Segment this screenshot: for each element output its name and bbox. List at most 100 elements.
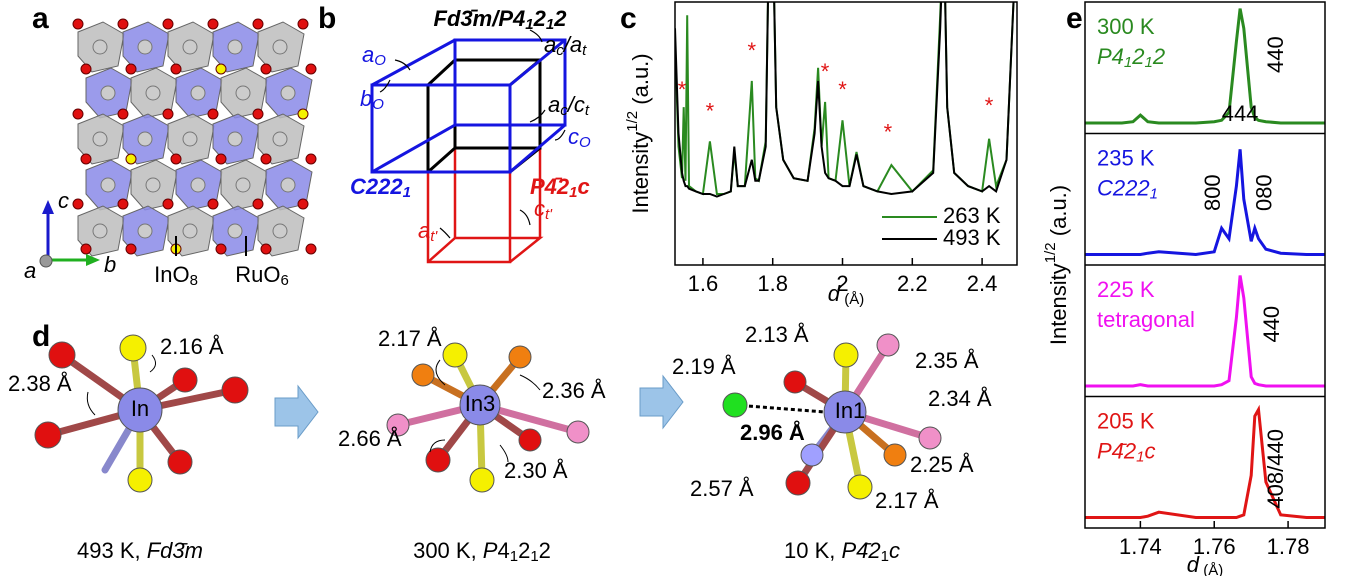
peak-marker: * [884, 119, 893, 144]
oxygen [252, 18, 264, 30]
x-axis-label: d (Å) [1187, 552, 1223, 576]
text-part: Intensity [628, 132, 653, 214]
text-part: 1/2 [1042, 242, 1059, 263]
text-part: 1 [1124, 54, 1132, 71]
atom [272, 223, 288, 239]
text-part: 1 [1145, 54, 1153, 71]
x-tick-label: 2.2 [897, 271, 928, 296]
atom [145, 177, 161, 193]
oxygen [297, 108, 309, 120]
atom [100, 177, 116, 193]
series-name: 225 K [1097, 277, 1155, 302]
y-axis-label: Intensity1/2 (a.u.) [624, 53, 653, 213]
oxygen [297, 18, 309, 30]
atom [227, 223, 243, 239]
text-part: C222 [1097, 175, 1150, 200]
bond-label: 2.30 Å [504, 458, 568, 483]
poly-label: InO8 [154, 262, 198, 289]
oxygen [72, 198, 84, 210]
series-phase: P4̄21c [1097, 438, 1156, 465]
y-axis-label: Intensity1/2 (a.u.) [1042, 185, 1071, 345]
bond-label: 2.16 Å [160, 334, 224, 359]
x-tick-label: 1.78 [1267, 534, 1310, 559]
text-part: tetragonal [1097, 307, 1195, 332]
cell-label: C2221 [350, 174, 411, 201]
text-part: 1/2 [624, 111, 641, 132]
oxygen [305, 153, 317, 165]
atom [190, 85, 206, 101]
arrowhead [42, 200, 54, 214]
oxygen [215, 63, 227, 75]
panel-label: e [1066, 2, 1083, 35]
orthorhombic-cell [370, 38, 567, 174]
atom [227, 131, 243, 147]
cell-label: aO [362, 42, 386, 69]
peak-marker: * [838, 77, 847, 102]
oxygen [117, 18, 129, 30]
series-phase: tetragonal [1097, 307, 1195, 332]
oxygen [305, 243, 317, 255]
x-tick-label: 1.76 [1193, 534, 1236, 559]
arrow [274, 384, 319, 440]
atom [182, 39, 198, 55]
series-line [1085, 149, 1325, 257]
series-line [675, 2, 1015, 198]
peak-label: 800 [1200, 174, 1225, 211]
text-part: (Å) [840, 291, 864, 308]
atom [190, 177, 206, 193]
bond-label: 2.25 Å [910, 452, 974, 477]
atom [272, 131, 288, 147]
structure-2 [386, 342, 590, 493]
peak-marker: * [678, 77, 687, 102]
oxygen [207, 18, 219, 30]
text-part: 2 [1131, 44, 1144, 69]
peak-marker: * [706, 98, 715, 123]
oxygen [72, 108, 84, 120]
bond-label: 2.35 Å [915, 348, 979, 373]
axis-label: a [24, 258, 36, 283]
text-part: (a.u.) [1046, 185, 1071, 242]
cell-label: ac/ct [548, 92, 590, 119]
caption: 10 K, P4̄21c [784, 538, 900, 565]
caption: 300 K, P41212 [413, 538, 551, 565]
cell-label: P4̄21c [530, 174, 590, 201]
text-part: Intensity [1046, 263, 1071, 345]
atom [280, 177, 296, 193]
series-line [1085, 275, 1325, 388]
oxygen [170, 153, 182, 165]
series-phase: P41212 [1097, 44, 1165, 71]
text-part: 1 [1136, 448, 1144, 465]
oxygen [162, 198, 174, 210]
oxygen [162, 108, 174, 120]
caption: 493 K, Fd3̄m [77, 538, 203, 563]
oxygen [80, 153, 92, 165]
peak-label: 440 [1263, 36, 1288, 73]
text-part: P4 [1097, 44, 1124, 69]
oxygen [260, 153, 272, 165]
text-part: d [828, 281, 841, 306]
atom [100, 85, 116, 101]
oxygen [125, 63, 137, 75]
axis-origin [39, 254, 53, 268]
atom [182, 223, 198, 239]
atom [227, 39, 243, 55]
structure-3 [722, 333, 942, 500]
axis-label: c [58, 188, 69, 213]
atom [92, 223, 108, 239]
x-axis-label: d (Å) [828, 281, 864, 308]
bond-label: 2.66 Å [338, 426, 402, 451]
atom-label: In [131, 396, 149, 421]
x-tick-label: 1.6 [688, 271, 719, 296]
x-tick-label: 1.8 [757, 271, 788, 296]
oxygen [72, 18, 84, 30]
oxygen [80, 243, 92, 255]
arrow [639, 374, 684, 430]
atom [137, 39, 153, 55]
oxygen [125, 243, 137, 255]
bond-label: 2.13 Å [745, 322, 809, 347]
panel-label: d [32, 320, 50, 353]
oxygen [80, 63, 92, 75]
cell-label: at' [418, 218, 438, 245]
atom [280, 85, 296, 101]
